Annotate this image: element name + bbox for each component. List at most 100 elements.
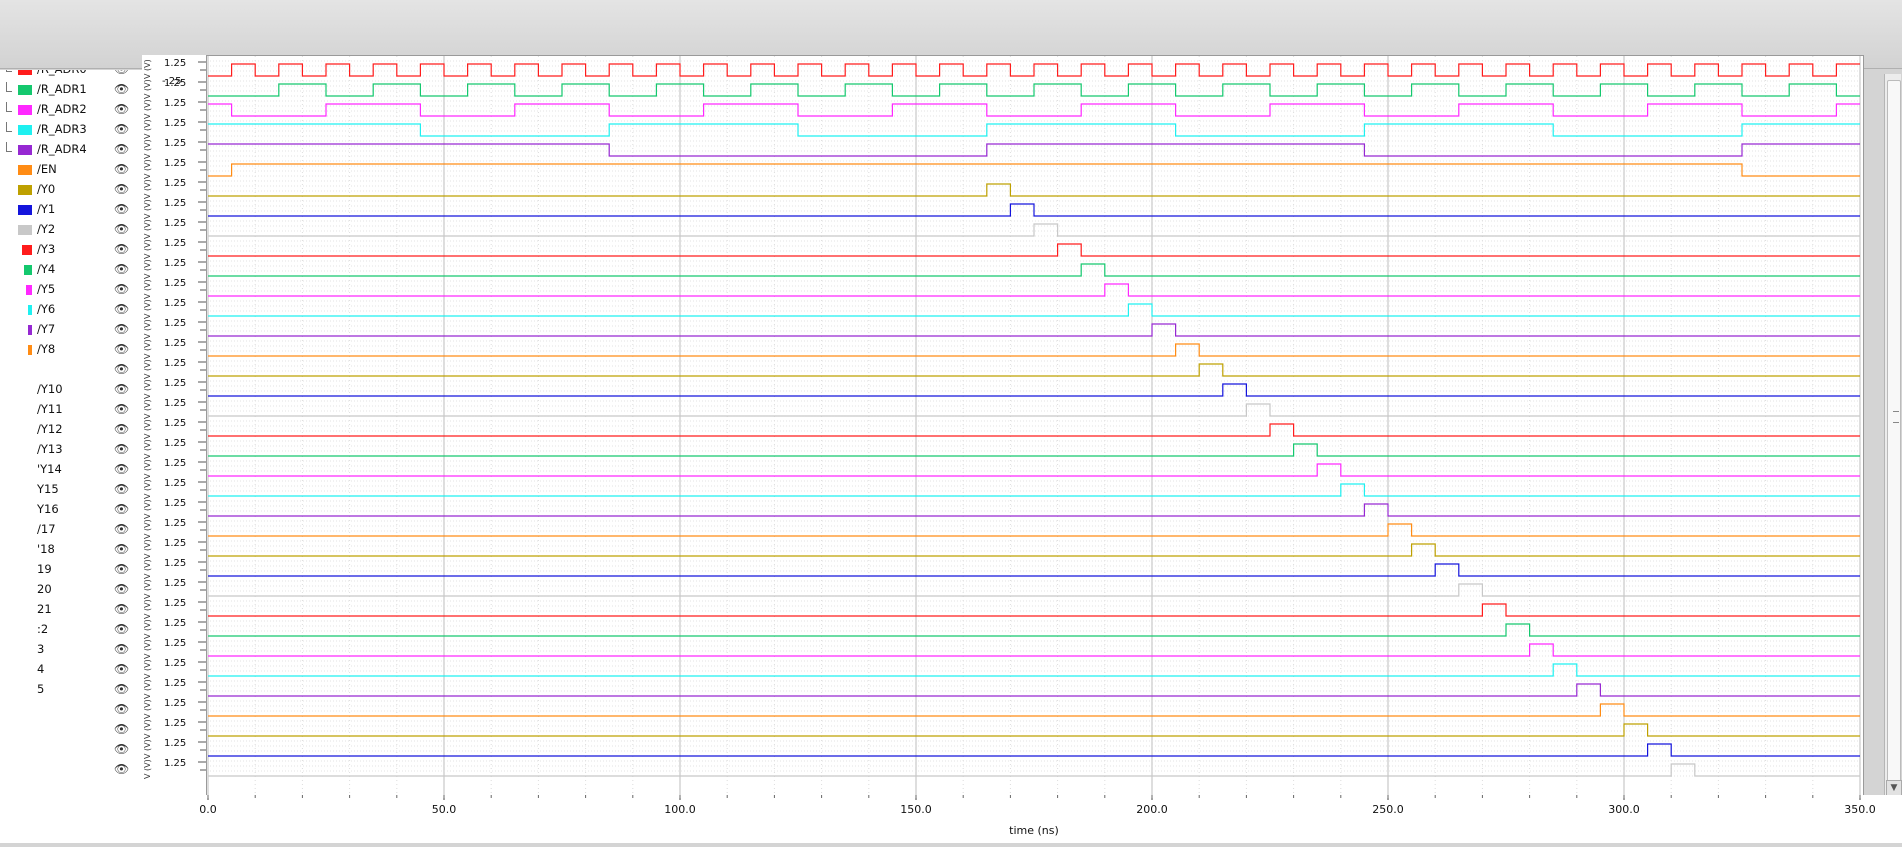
signal-row[interactable]: /R_ADR0 👁 xyxy=(0,70,142,79)
waveform-trace[interactable] xyxy=(208,663,1860,677)
signal-row[interactable]: /EN 👁 xyxy=(0,161,142,179)
waveform-trace[interactable] xyxy=(208,343,1860,357)
visibility-eye-icon[interactable]: 👁 xyxy=(114,622,130,636)
visibility-eye-icon[interactable]: 👁 xyxy=(114,142,130,156)
signal-row[interactable]: /Y8 👁 xyxy=(0,341,142,359)
waveform-canvas[interactable] xyxy=(207,56,1863,796)
signal-row[interactable]: :2 👁 xyxy=(0,621,142,639)
signal-row[interactable]: 👁 xyxy=(0,361,142,379)
visibility-eye-icon[interactable]: 👁 xyxy=(114,722,130,736)
visibility-eye-icon[interactable]: 👁 xyxy=(114,202,130,216)
visibility-eye-icon[interactable]: 👁 xyxy=(114,262,130,276)
visibility-eye-icon[interactable]: 👁 xyxy=(114,82,130,96)
waveform-trace[interactable] xyxy=(208,123,1860,137)
waveform-trace[interactable] xyxy=(208,723,1860,737)
visibility-eye-icon[interactable]: 👁 xyxy=(114,542,130,556)
waveform-trace[interactable] xyxy=(208,763,1860,777)
waveform-trace[interactable] xyxy=(208,203,1860,217)
waveform-trace[interactable] xyxy=(208,623,1860,637)
signal-row[interactable]: /Y3 👁 xyxy=(0,241,142,259)
waveform-trace[interactable] xyxy=(208,363,1860,377)
visibility-eye-icon[interactable]: 👁 xyxy=(114,422,130,436)
visibility-eye-icon[interactable]: 👁 xyxy=(114,282,130,296)
signal-row[interactable]: /Y4 👁 xyxy=(0,261,142,279)
waveform-plot[interactable] xyxy=(206,55,1864,797)
waveform-trace[interactable] xyxy=(208,483,1860,497)
waveform-trace[interactable] xyxy=(208,543,1860,557)
visibility-eye-icon[interactable]: 👁 xyxy=(114,242,130,256)
visibility-eye-icon[interactable]: 👁 xyxy=(114,582,130,596)
waveform-trace[interactable] xyxy=(208,443,1860,457)
signal-row[interactable]: 19 👁 xyxy=(0,561,142,579)
signal-row[interactable]: /Y11 👁 xyxy=(0,401,142,419)
signal-row[interactable]: 👁 xyxy=(0,741,142,759)
waveform-trace[interactable] xyxy=(208,383,1860,397)
signal-row[interactable]: 21 👁 xyxy=(0,601,142,619)
waveform-trace[interactable] xyxy=(208,703,1860,717)
signal-row[interactable]: /Y12 👁 xyxy=(0,421,142,439)
signal-row[interactable]: /Y2 👁 xyxy=(0,221,142,239)
signal-row[interactable]: /Y13 👁 xyxy=(0,441,142,459)
waveform-trace[interactable] xyxy=(208,163,1860,177)
signal-row[interactable]: 👁 xyxy=(0,701,142,719)
visibility-eye-icon[interactable]: 👁 xyxy=(114,702,130,716)
visibility-eye-icon[interactable]: 👁 xyxy=(114,102,130,116)
signal-row[interactable]: 4 👁 xyxy=(0,661,142,679)
waveform-trace[interactable] xyxy=(208,603,1860,617)
waveform-trace[interactable] xyxy=(208,243,1860,257)
visibility-eye-icon[interactable]: 👁 xyxy=(114,642,130,656)
visibility-eye-icon[interactable]: 👁 xyxy=(114,402,130,416)
signal-row[interactable]: Y16 👁 xyxy=(0,501,142,519)
signal-row[interactable]: /17 👁 xyxy=(0,521,142,539)
visibility-eye-icon[interactable]: 👁 xyxy=(114,322,130,336)
waveform-trace[interactable] xyxy=(208,563,1860,577)
waveform-trace[interactable] xyxy=(208,403,1860,417)
waveform-trace[interactable] xyxy=(208,263,1860,277)
waveform-trace[interactable] xyxy=(208,143,1860,157)
waveform-trace[interactable] xyxy=(208,283,1860,297)
visibility-eye-icon[interactable]: 👁 xyxy=(114,482,130,496)
signal-row[interactable]: 'Y14 👁 xyxy=(0,461,142,479)
visibility-eye-icon[interactable]: 👁 xyxy=(114,362,130,376)
waveform-trace[interactable] xyxy=(208,183,1860,197)
visibility-eye-icon[interactable]: 👁 xyxy=(114,462,130,476)
visibility-eye-icon[interactable]: 👁 xyxy=(114,382,130,396)
waveform-trace[interactable] xyxy=(208,223,1860,237)
waveform-trace[interactable] xyxy=(208,423,1860,437)
signal-row[interactable]: /R_ADR1 👁 xyxy=(0,81,142,99)
signal-row[interactable]: 👁 xyxy=(0,761,142,779)
signal-row[interactable]: /Y7 👁 xyxy=(0,321,142,339)
waveform-trace[interactable] xyxy=(208,683,1860,697)
visibility-eye-icon[interactable]: 👁 xyxy=(114,762,130,776)
visibility-eye-icon[interactable]: 👁 xyxy=(114,302,130,316)
waveform-trace[interactable] xyxy=(208,303,1860,317)
signal-row[interactable]: 3 👁 xyxy=(0,641,142,659)
signal-row[interactable]: 👁 xyxy=(0,721,142,739)
visibility-eye-icon[interactable]: 👁 xyxy=(114,162,130,176)
signal-row[interactable]: /R_ADR4 👁 xyxy=(0,141,142,159)
signal-row[interactable]: Y15 👁 xyxy=(0,481,142,499)
visibility-eye-icon[interactable]: 👁 xyxy=(114,182,130,196)
vertical-scrollbar[interactable]: ▼ xyxy=(1884,74,1902,796)
visibility-eye-icon[interactable]: 👁 xyxy=(114,342,130,356)
waveform-trace[interactable] xyxy=(208,503,1860,517)
signal-row[interactable]: '18 👁 xyxy=(0,541,142,559)
scrollbar-thumb[interactable] xyxy=(1887,80,1901,782)
waveform-trace[interactable] xyxy=(208,103,1860,117)
waveform-trace[interactable] xyxy=(208,63,1860,77)
visibility-eye-icon[interactable]: 👁 xyxy=(114,502,130,516)
visibility-eye-icon[interactable]: 👁 xyxy=(114,682,130,696)
visibility-eye-icon[interactable]: 👁 xyxy=(114,122,130,136)
waveform-trace[interactable] xyxy=(208,643,1860,657)
waveform-trace[interactable] xyxy=(208,583,1860,597)
visibility-eye-icon[interactable]: 👁 xyxy=(114,742,130,756)
visibility-eye-icon[interactable]: 👁 xyxy=(114,222,130,236)
signal-row[interactable]: /Y5 👁 xyxy=(0,281,142,299)
waveform-trace[interactable] xyxy=(208,463,1860,477)
visibility-eye-icon[interactable]: 👁 xyxy=(114,562,130,576)
signal-row[interactable]: 20 👁 xyxy=(0,581,142,599)
waveform-trace[interactable] xyxy=(208,523,1860,537)
visibility-eye-icon[interactable]: 👁 xyxy=(114,662,130,676)
signal-row[interactable]: 5 👁 xyxy=(0,681,142,699)
visibility-eye-icon[interactable]: 👁 xyxy=(114,442,130,456)
